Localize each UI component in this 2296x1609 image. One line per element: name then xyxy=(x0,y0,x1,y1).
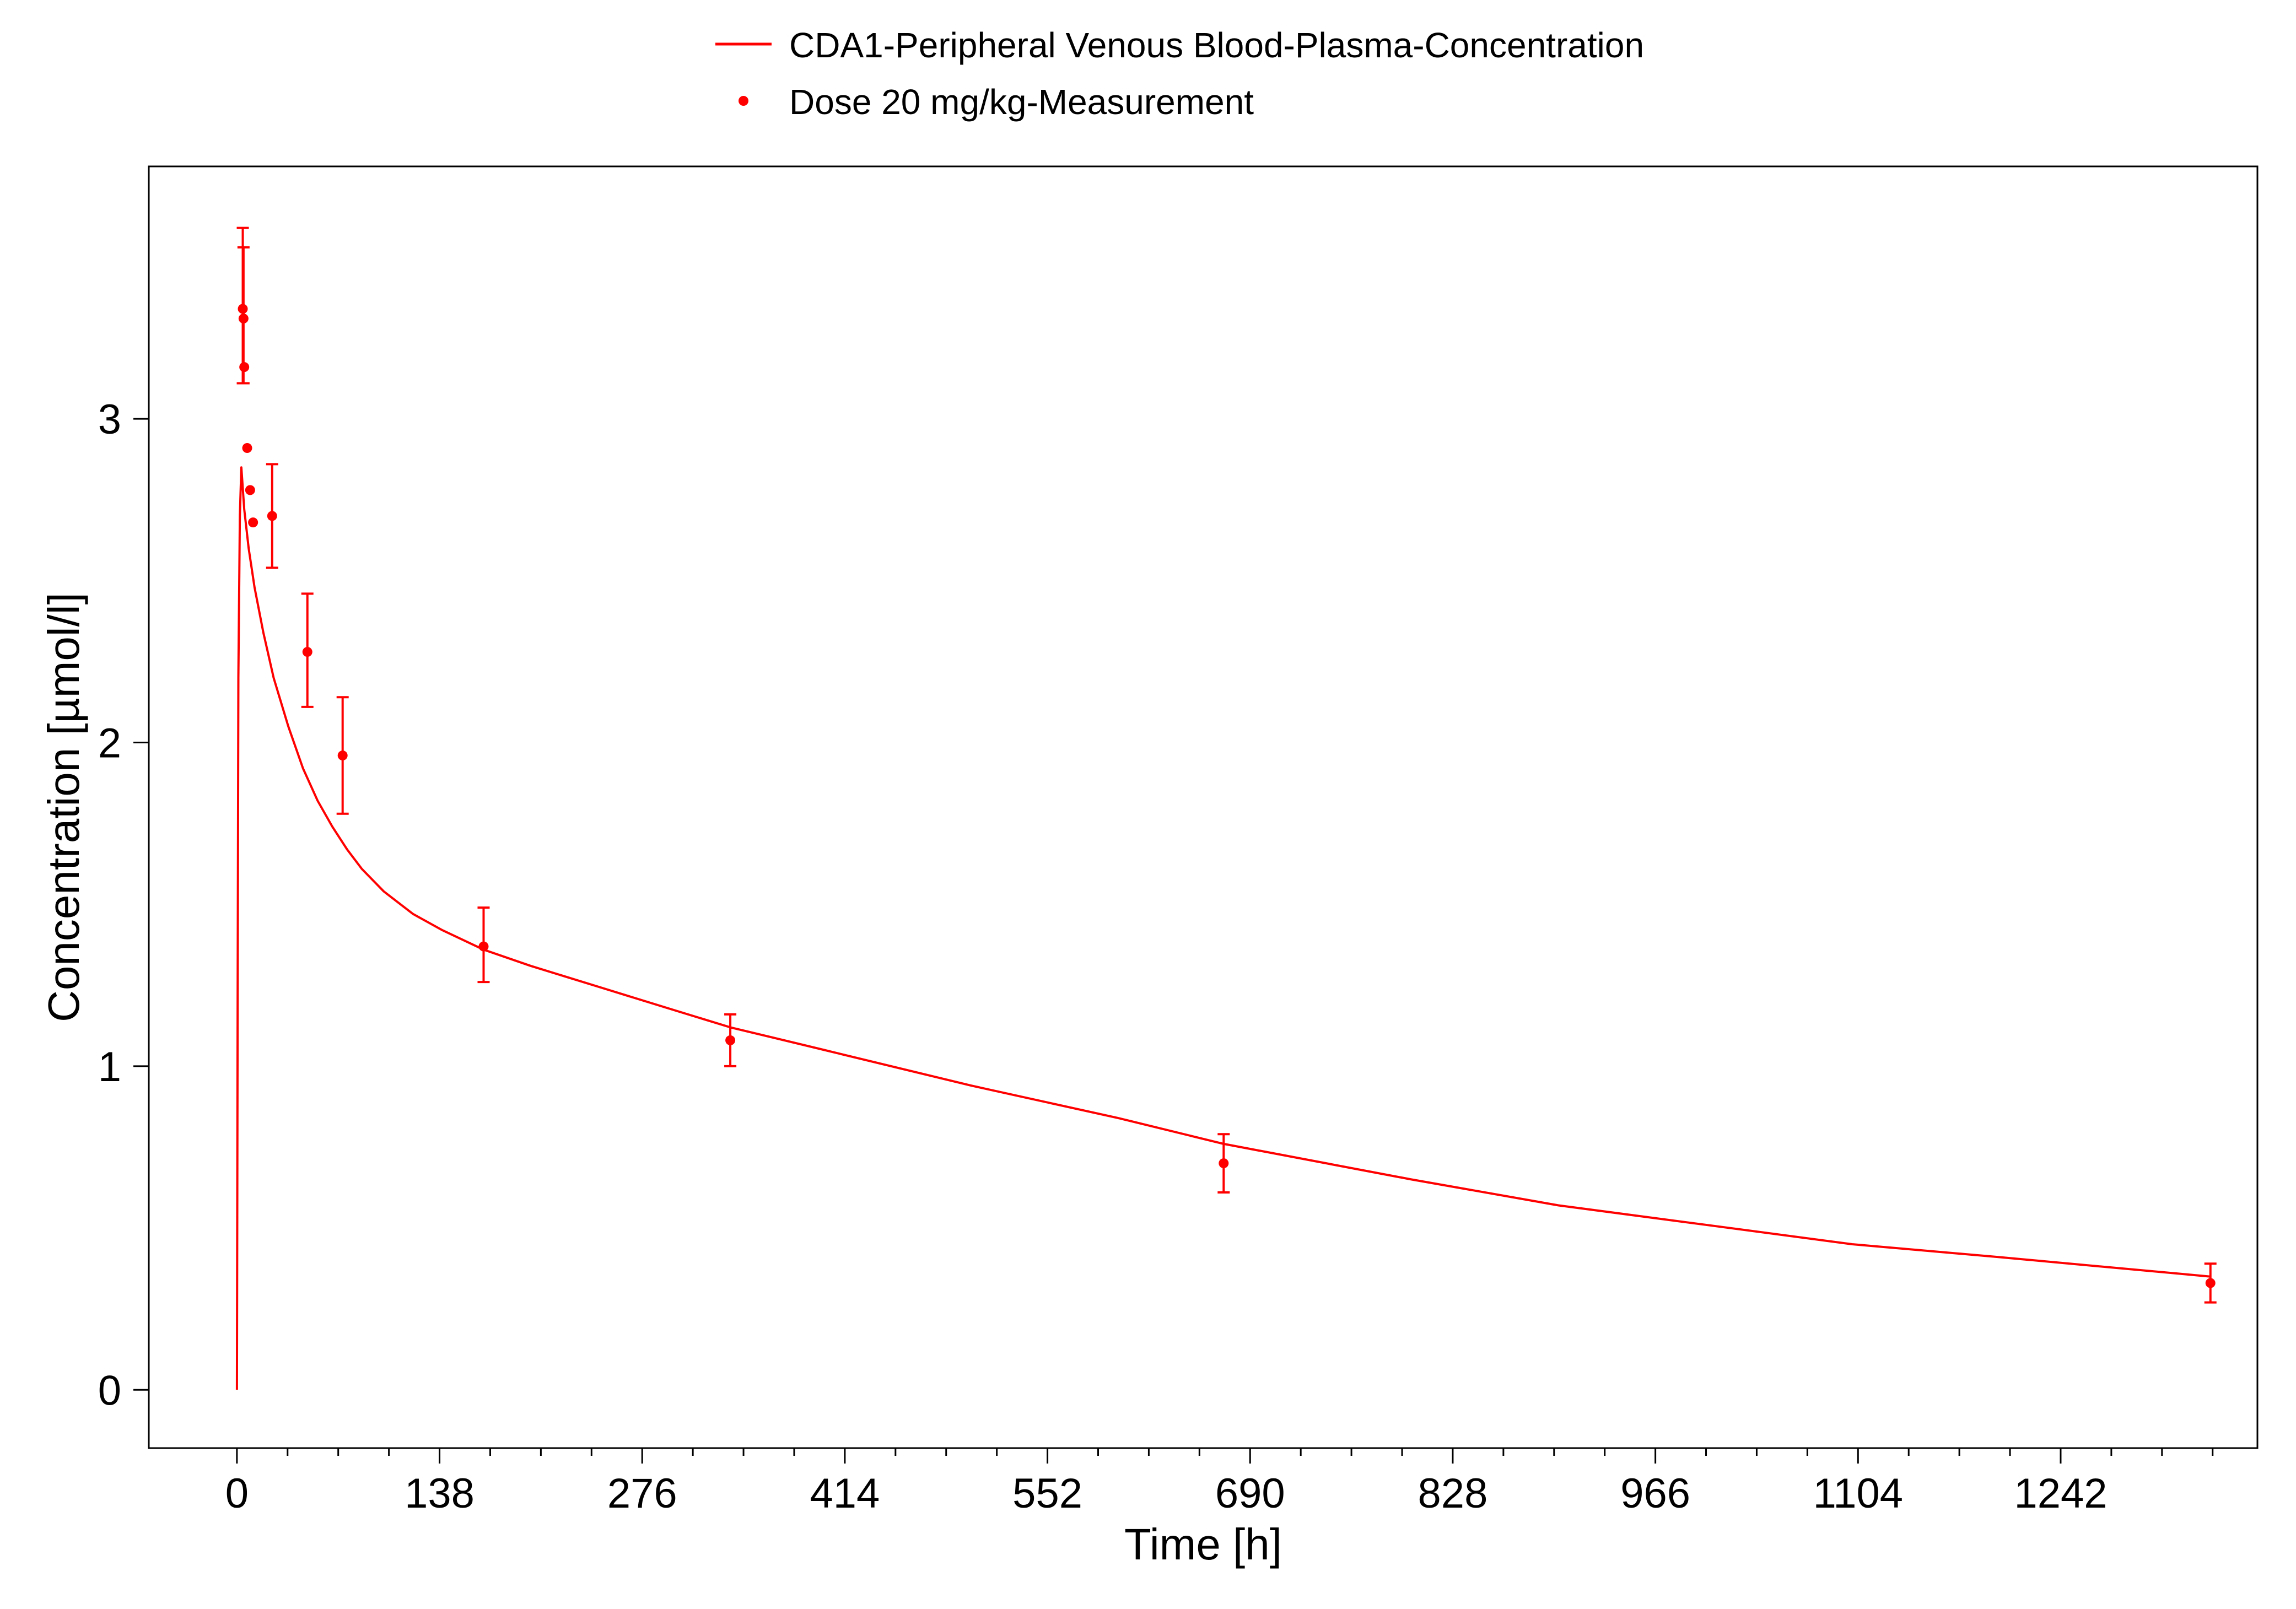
x-tick-label: 552 xyxy=(1012,1470,1082,1517)
y-tick-label: 2 xyxy=(98,720,121,767)
x-tick-label: 1104 xyxy=(1813,1470,1903,1517)
series-point-layer xyxy=(236,226,2217,1304)
x-axis-label: Time [h] xyxy=(1124,1520,1282,1569)
measurement-point xyxy=(2205,1278,2216,1288)
x-tick-label: 828 xyxy=(1418,1470,1488,1517)
measurement-point xyxy=(245,485,255,495)
x-tick-label: 0 xyxy=(225,1470,249,1517)
measurement-point xyxy=(248,517,258,528)
x-tick-label: 690 xyxy=(1215,1470,1285,1517)
measurement-point xyxy=(337,750,348,761)
simulation-curve xyxy=(235,466,2211,1390)
y-axis-label: Concentration [µmol/l] xyxy=(39,592,88,1022)
plot-frame xyxy=(148,165,2259,1449)
measurement-point xyxy=(242,443,252,453)
x-tick-label: 1242 xyxy=(2014,1470,2107,1517)
measurement-point xyxy=(478,941,489,952)
legend: CDA1-Peripheral Venous Blood-Plasma-Conc… xyxy=(715,25,1644,122)
measurement-point xyxy=(267,511,277,521)
x-axis-ticks: 0 138 276 414 552 690 828 966 1104 1242 xyxy=(225,1448,2214,1517)
y-tick-label: 0 xyxy=(98,1367,121,1414)
y-tick-label: 3 xyxy=(98,396,121,443)
x-tick-label: 138 xyxy=(405,1470,475,1517)
x-tick-label: 276 xyxy=(607,1470,677,1517)
measurement-point xyxy=(725,1035,736,1045)
measurement-point xyxy=(302,647,312,657)
measurement-point xyxy=(1219,1158,1229,1169)
legend-point-swatch xyxy=(739,96,748,106)
y-axis-ticks: 0 1 2 3 xyxy=(98,396,149,1414)
measurement-point xyxy=(239,362,250,372)
x-tick-label: 966 xyxy=(1620,1470,1690,1517)
measurement-point xyxy=(238,314,249,324)
y-tick-label: 1 xyxy=(98,1044,121,1090)
legend-label-line: CDA1-Peripheral Venous Blood-Plasma-Conc… xyxy=(789,25,1644,65)
x-tick-label: 414 xyxy=(810,1470,880,1517)
legend-label-measurement: Dose 20 mg/kg-Measurement xyxy=(789,82,1254,122)
series-line-layer xyxy=(235,466,2211,1390)
